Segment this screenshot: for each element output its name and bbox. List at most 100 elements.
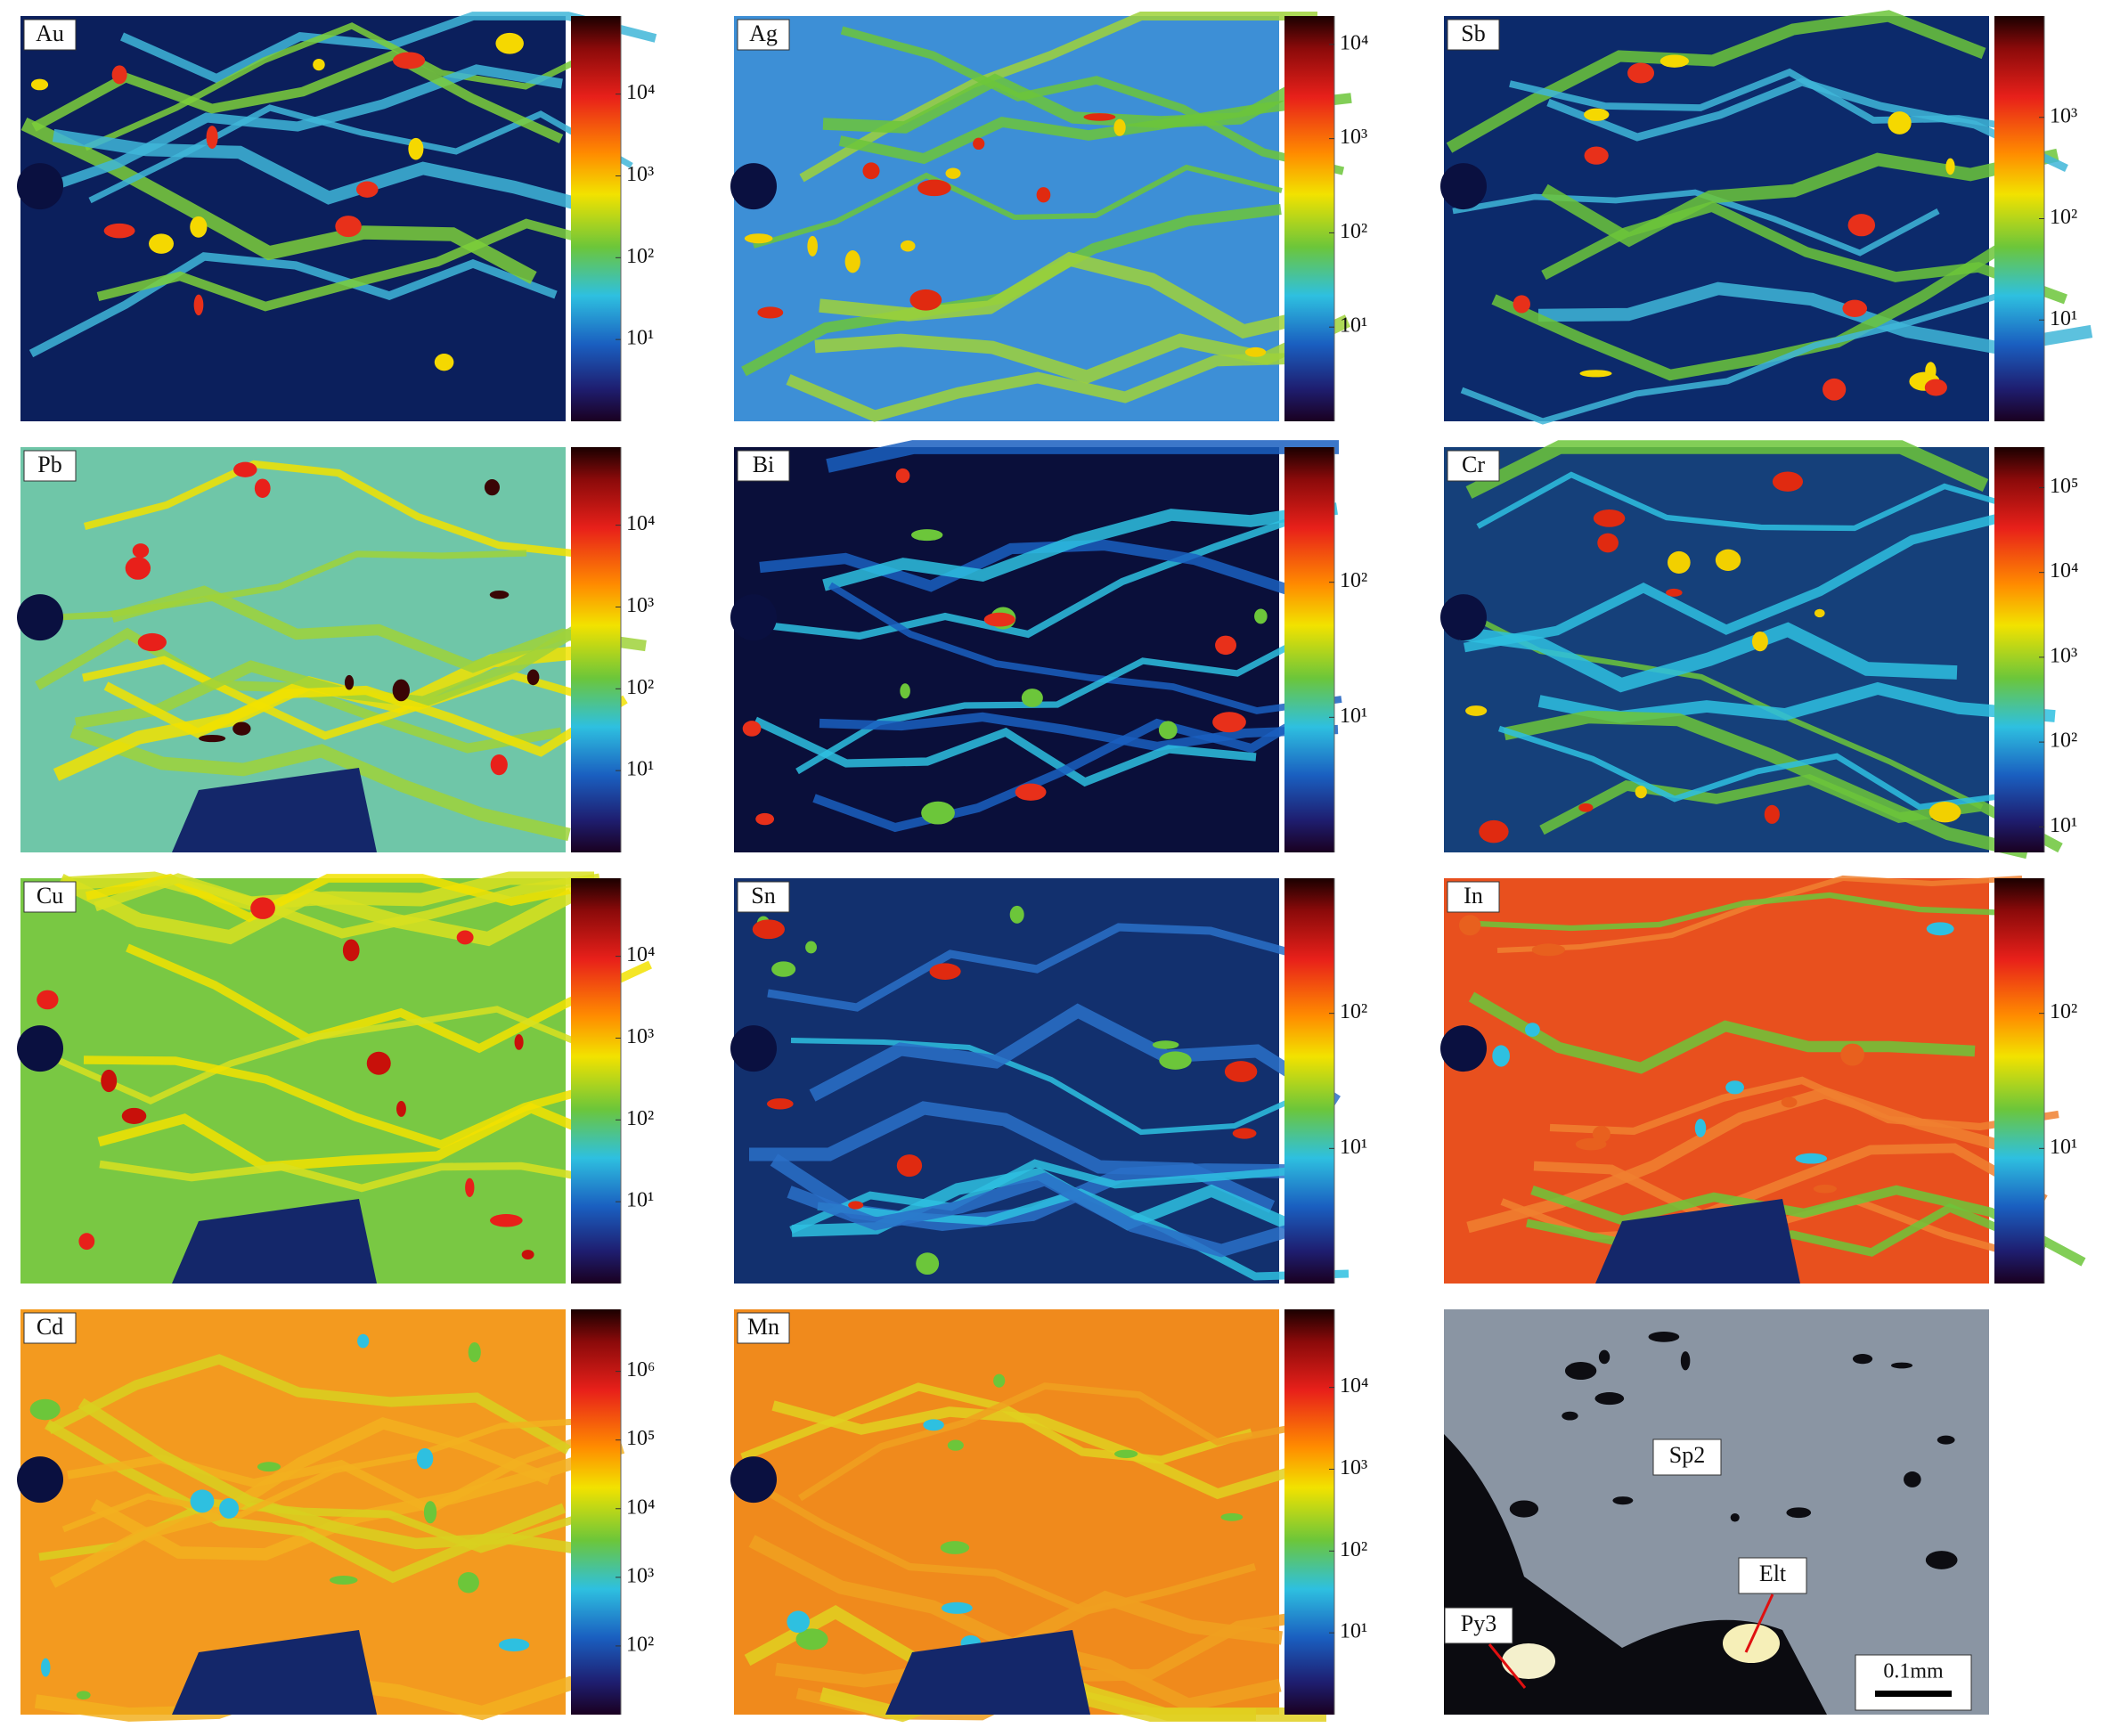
element-map: In xyxy=(1440,875,2086,1284)
tick-label: 10¹ xyxy=(626,1189,654,1212)
vein xyxy=(83,1055,607,1150)
hotspot xyxy=(456,930,474,945)
vein xyxy=(786,352,1308,422)
vein xyxy=(771,1400,1302,1500)
hotspot xyxy=(900,683,910,699)
vein xyxy=(767,923,1297,1012)
hotspot xyxy=(862,162,880,180)
label-box xyxy=(23,19,77,51)
inclusion xyxy=(17,1025,63,1072)
hotspot xyxy=(1945,158,1955,175)
hotspot xyxy=(233,461,257,477)
hotspot xyxy=(1575,1137,1607,1151)
pit xyxy=(1612,1496,1634,1505)
vein xyxy=(1458,622,1958,693)
hotspot xyxy=(206,126,218,150)
vein xyxy=(1452,189,1940,257)
colorbar xyxy=(1284,447,1334,852)
element-map: Mn xyxy=(730,1309,1326,1723)
inclusion xyxy=(17,1456,63,1504)
hotspot xyxy=(29,1398,61,1421)
hotspot xyxy=(1584,146,1609,165)
hotspot xyxy=(125,557,151,580)
pit xyxy=(1680,1351,1691,1371)
tick-label: 10⁴ xyxy=(2050,559,2078,583)
vein xyxy=(126,943,653,1054)
vein xyxy=(103,681,628,757)
inclusion xyxy=(17,163,63,210)
vein xyxy=(1464,511,2007,653)
hotspot xyxy=(121,1107,147,1124)
pit xyxy=(1564,1362,1597,1381)
vein xyxy=(83,460,582,558)
hotspot xyxy=(1888,111,1912,134)
panel-label: Sb xyxy=(1461,20,1485,46)
vein xyxy=(69,725,571,842)
tick-label: 10¹ xyxy=(1340,1136,1367,1159)
hotspot xyxy=(526,669,540,686)
vein xyxy=(822,502,1338,591)
hotspot xyxy=(1114,1449,1138,1458)
vein xyxy=(1491,240,2008,381)
label-box xyxy=(1738,1557,1807,1594)
hotspot xyxy=(1924,379,1947,396)
vein xyxy=(99,1160,601,1193)
vein xyxy=(52,128,603,217)
hotspot xyxy=(795,1628,828,1650)
colorbar xyxy=(571,1309,621,1715)
inclusion xyxy=(1440,163,1487,210)
pit xyxy=(1598,1349,1611,1365)
mineral-label: Py3 xyxy=(1461,1610,1496,1636)
label-box xyxy=(23,1312,77,1344)
vein xyxy=(29,252,558,358)
vein xyxy=(819,251,1330,339)
hotspot xyxy=(366,1051,391,1075)
tick-label: 10⁶ xyxy=(626,1358,655,1381)
vein xyxy=(1541,200,2067,305)
vein xyxy=(1460,291,2003,425)
panel-label: Cr xyxy=(1462,452,1485,477)
hotspot xyxy=(1926,922,1954,936)
panel-label: Bi xyxy=(753,452,775,477)
scale-box xyxy=(1855,1654,1972,1711)
tick-label: 10³ xyxy=(626,1025,654,1048)
colorbar xyxy=(1994,16,2044,421)
hotspot xyxy=(1772,471,1804,492)
map-background xyxy=(1444,16,1989,421)
vein xyxy=(1546,77,2068,173)
hotspot xyxy=(973,137,985,151)
label-box xyxy=(23,450,77,482)
mineral-label: Sp2 xyxy=(1669,1442,1705,1468)
hotspot xyxy=(1579,370,1612,378)
hotspot xyxy=(1009,905,1024,924)
pit xyxy=(1562,1411,1578,1421)
inclusion xyxy=(1440,1025,1487,1072)
hotspot xyxy=(103,223,135,239)
hotspot xyxy=(250,897,275,919)
hotspot xyxy=(344,674,355,690)
colorbar xyxy=(1994,447,2044,852)
hotspot xyxy=(757,306,784,319)
hotspot xyxy=(458,1571,479,1593)
panel-label: Sn xyxy=(751,883,775,909)
hotspot xyxy=(766,1098,794,1110)
hotspot xyxy=(490,1214,523,1227)
hotspot xyxy=(1592,1125,1611,1143)
hotspot xyxy=(1513,295,1530,314)
vein xyxy=(822,64,1332,134)
hotspot xyxy=(1232,1128,1257,1139)
label-box xyxy=(737,1312,790,1344)
hotspot xyxy=(329,1576,358,1585)
vein xyxy=(826,440,1339,473)
tick-label: 10² xyxy=(1340,1000,1367,1023)
panel-label: In xyxy=(1464,883,1483,909)
vein xyxy=(57,874,575,947)
pit xyxy=(1904,1471,1921,1487)
element-map: Cu xyxy=(17,871,653,1284)
hotspot xyxy=(465,1178,475,1197)
vein xyxy=(84,22,614,151)
hotspot xyxy=(219,1497,240,1519)
vein xyxy=(772,513,1304,640)
hotspot xyxy=(313,58,325,71)
hotspot xyxy=(923,1419,944,1431)
